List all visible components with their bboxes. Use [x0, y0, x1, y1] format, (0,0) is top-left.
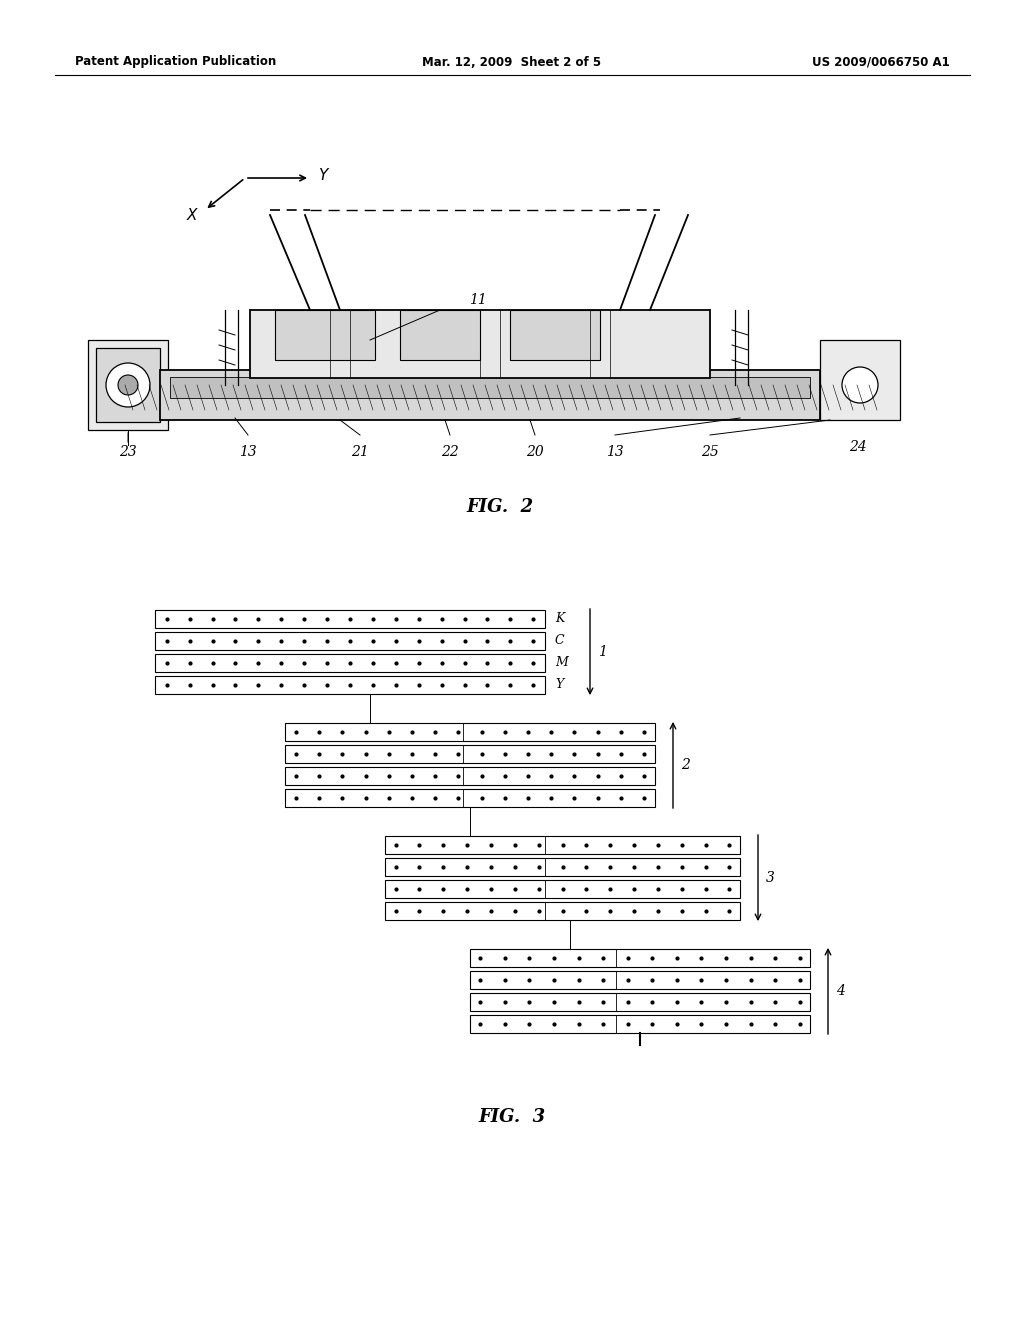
Circle shape [106, 363, 150, 407]
Text: US 2009/0066750 A1: US 2009/0066750 A1 [812, 55, 950, 69]
Bar [470, 993, 810, 1011]
Text: 11: 11 [469, 293, 486, 308]
Text: Patent Application Publication: Patent Application Publication [75, 55, 276, 69]
Text: 24: 24 [849, 440, 867, 454]
Bar [385, 880, 740, 898]
Bar [120, 385, 870, 411]
Text: C: C [555, 635, 564, 648]
Bar [470, 972, 810, 989]
Text: 21: 21 [351, 445, 369, 459]
Bar [470, 949, 810, 968]
Bar [170, 378, 810, 399]
Text: M: M [555, 656, 567, 669]
Text: 25: 25 [701, 445, 719, 459]
Text: X: X [186, 209, 198, 223]
Text: 13: 13 [240, 445, 257, 459]
Bar [285, 744, 655, 763]
Bar [385, 836, 740, 854]
Bar [510, 310, 600, 360]
Bar [96, 348, 160, 422]
Bar [285, 789, 655, 807]
Text: Y: Y [318, 168, 328, 182]
Bar [400, 310, 480, 360]
Text: FIG.  2: FIG. 2 [467, 498, 534, 516]
Text: 4: 4 [836, 983, 845, 998]
Text: 2: 2 [681, 758, 690, 772]
Text: 23: 23 [119, 445, 137, 459]
Text: 3: 3 [766, 871, 775, 884]
Text: K: K [555, 612, 564, 626]
Bar [285, 723, 655, 741]
Bar [160, 370, 820, 420]
Bar [385, 902, 740, 920]
Bar [155, 653, 545, 672]
Text: 22: 22 [441, 445, 459, 459]
Bar [155, 610, 545, 628]
Text: 13: 13 [606, 445, 624, 459]
Bar [155, 676, 545, 694]
Text: Mar. 12, 2009  Sheet 2 of 5: Mar. 12, 2009 Sheet 2 of 5 [423, 55, 601, 69]
Bar [275, 310, 375, 360]
Bar [820, 341, 900, 420]
Text: 1: 1 [598, 645, 607, 659]
Text: Y: Y [555, 678, 563, 692]
Bar [470, 1015, 810, 1034]
Circle shape [842, 367, 878, 403]
Bar [155, 632, 545, 649]
Text: 20: 20 [526, 445, 544, 459]
Bar [385, 858, 740, 876]
Bar [285, 767, 655, 785]
Bar [250, 310, 710, 378]
Bar [88, 341, 168, 430]
Text: FIG.  3: FIG. 3 [478, 1107, 546, 1126]
Circle shape [118, 375, 138, 395]
